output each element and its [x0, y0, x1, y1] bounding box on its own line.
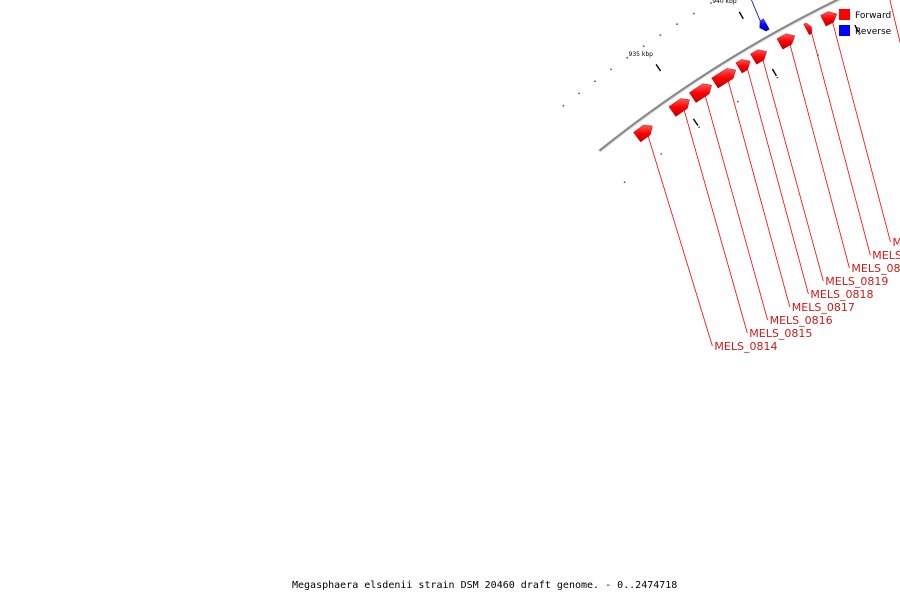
gene-label: MELS_0822: [872, 249, 900, 262]
legend-label-reverse: Reverse: [855, 27, 892, 37]
leader-line: [789, 44, 850, 269]
gene-label: MELS_0821: [851, 262, 900, 275]
gene-label: MELS_0823: [893, 236, 900, 249]
leader-line: [751, 0, 761, 21]
gene-mels-0821: [776, 33, 796, 50]
inner-major-tick: [692, 118, 699, 126]
inner-tick-dot: [623, 181, 626, 184]
minor-tick-dot: [594, 80, 596, 83]
inner-major-tick: [771, 68, 778, 77]
inner-tick-dot: [660, 153, 663, 155]
inner-major-tick: [854, 24, 860, 33]
minor-tick-dot: [578, 92, 580, 95]
leader-line: [747, 69, 809, 295]
minor-tick-dot: [693, 12, 695, 15]
minor-tick-dot: [610, 68, 612, 71]
gene-mels-0822: [803, 22, 812, 36]
leader-line: [647, 136, 713, 347]
minor-tick-dot: [676, 23, 678, 26]
leader-line: [705, 96, 768, 321]
gene-features: [633, 11, 838, 143]
genome-backbone: [598, 0, 842, 153]
minor-tick-dot: [642, 45, 645, 48]
gene-label: MELS_0816: [770, 314, 833, 327]
leader-line: [832, 22, 891, 243]
inner-tick-dot: [736, 100, 739, 103]
gene-labels: MELS_0814MELS_0815MELS_0816MELS_0817MELS…: [714, 236, 900, 353]
leader-line: [889, 0, 900, 44]
major-tick: [738, 11, 744, 20]
minor-tick-dot: [710, 2, 712, 4]
legend-swatch-reverse: [839, 25, 850, 36]
gene-mels-0818: [735, 59, 751, 74]
legend: Forward Reverse: [839, 9, 892, 37]
leader-line: [811, 33, 871, 256]
inner-tick-dot: [858, 33, 861, 35]
gene-label: MELS_0819: [825, 275, 888, 288]
minor-tick-dots: [562, 2, 861, 184]
tick-label: 935 kbp: [629, 51, 654, 58]
minor-tick-dot: [626, 56, 629, 59]
gene-label: MELS_0815: [749, 327, 812, 340]
inner-tick-dot: [698, 126, 700, 128]
genome-backbone-highlight: [599, 0, 842, 153]
tick-label: 940 kbp: [712, 0, 737, 5]
legend-label-forward: Forward: [855, 11, 891, 21]
minor-tick-dot: [659, 34, 662, 36]
gene-mels-0819: [750, 49, 767, 65]
minor-tick-dot: [562, 104, 565, 107]
gene-label: MELS_0814: [714, 340, 777, 353]
inner-tick-dot: [776, 76, 779, 79]
label-leader-lines: [647, 0, 900, 347]
legend-swatch-forward: [839, 9, 850, 20]
gene-label: MELS_0817: [792, 301, 855, 314]
leader-line: [762, 60, 824, 282]
leader-line: [683, 110, 748, 334]
leader-line: [728, 81, 791, 308]
gene-mels-0817: [711, 68, 736, 89]
gene-mels-0814: [633, 124, 653, 143]
gene-mels-0820: [759, 18, 770, 32]
map-caption: Megasphaera elsdenii strain DSM 20460 dr…: [292, 580, 677, 591]
major-tick: [655, 64, 662, 72]
gene-mels-0816: [689, 83, 712, 103]
gene-mels-0815: [668, 98, 690, 117]
gene-label: MELS_0818: [810, 288, 873, 301]
gene-mels-0823: [820, 11, 838, 27]
